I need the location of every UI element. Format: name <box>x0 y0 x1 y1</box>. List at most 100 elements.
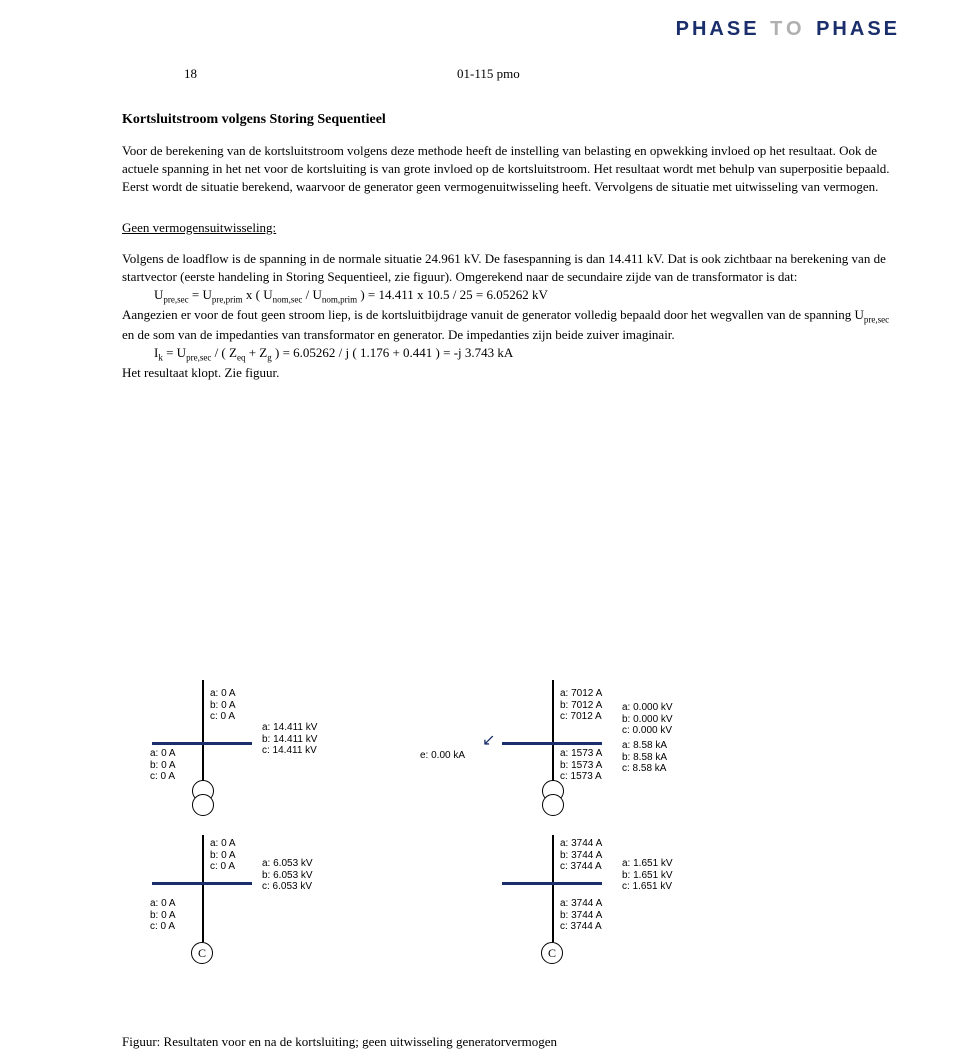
lbl-right-bot-i1: a: 3744 A b: 3744 A c: 3744 A <box>560 838 602 873</box>
lbl-right-mid-i: a: 1573 A b: 1573 A c: 1573 A <box>560 748 602 783</box>
wire <box>202 835 204 882</box>
v: a: 3744 A <box>560 838 602 850</box>
equation-2: Ik = Upre,sec / ( Zeq + Zg ) = 6.05262 /… <box>154 344 900 364</box>
eq1-sub4: nom,prim <box>322 294 357 304</box>
v: a: 0.000 kV <box>622 702 673 714</box>
wire <box>552 680 554 742</box>
logo-to: TO <box>770 18 805 40</box>
lbl-right-bot-i2: a: 3744 A b: 3744 A c: 3744 A <box>560 898 602 933</box>
para-2b: Aangezien er voor de fout geen stroom li… <box>122 306 900 344</box>
eq2-e: ) = 6.05262 / j ( 1.176 + 0.441 ) = -j 3… <box>272 345 514 360</box>
eq1-sub3: nom,sec <box>273 294 303 304</box>
logo-p1: PHASE <box>676 18 760 40</box>
v: a: 8.58 kA <box>622 740 667 752</box>
transformer-icon <box>542 794 564 816</box>
v: c: 0 A <box>210 711 236 723</box>
v: b: 1.651 kV <box>622 870 673 882</box>
v: a: 1573 A <box>560 748 602 760</box>
logo: PHASE TO PHASE <box>676 18 900 41</box>
eq2-c: / ( Z <box>211 345 237 360</box>
lbl-right-top-v: a: 0.000 kV b: 0.000 kV c: 0.000 kV <box>622 702 673 737</box>
v: b: 0.000 kV <box>622 714 673 726</box>
v: b: 0 A <box>150 910 176 922</box>
v: c: 0 A <box>210 861 236 873</box>
header-line: 18 01-115 pmo <box>122 66 900 82</box>
v: a: 0 A <box>210 838 236 850</box>
wire <box>202 885 204 942</box>
wire <box>202 680 204 742</box>
v: c: 14.411 kV <box>262 745 317 757</box>
v: c: 3744 A <box>560 921 602 933</box>
lbl-fault: e: 0.00 kA <box>420 750 465 762</box>
v: a: 7012 A <box>560 688 602 700</box>
para-2a: Volgens de loadflow is de spanning in de… <box>122 251 886 284</box>
v: a: 6.053 kV <box>262 858 313 870</box>
lbl-right-top-ka: a: 8.58 kA b: 8.58 kA c: 8.58 kA <box>622 740 667 775</box>
v: b: 8.58 kA <box>622 752 667 764</box>
eq1-rhs: ) = 14.411 x 10.5 / 25 = 6.05262 kV <box>357 287 548 302</box>
eq1-m2: x ( U <box>243 287 273 302</box>
subheading: Geen vermogensuitwisseling: <box>122 220 900 236</box>
lbl-left-mid-i: a: 0 A b: 0 A c: 0 A <box>150 748 176 783</box>
generator-icon: C <box>191 942 213 964</box>
wire <box>552 885 554 942</box>
eq2-d: + Z <box>245 345 267 360</box>
page-number: 18 <box>184 66 197 82</box>
generator-icon: C <box>541 942 563 964</box>
figure-caption: Figuur: Resultaten voor en na de kortslu… <box>122 1034 557 1050</box>
v: c: 0.000 kV <box>622 725 673 737</box>
lbl-left-bot-i1: a: 0 A b: 0 A c: 0 A <box>210 838 236 873</box>
v: b: 6.053 kV <box>262 870 313 882</box>
v: a: 0 A <box>150 748 176 760</box>
fault-arrow-icon: ↙ <box>482 732 495 750</box>
diagram: C a: 0 A b: 0 A c: 0 A a: 0 A b: 0 A c: … <box>122 680 862 990</box>
eq2-b: = U <box>163 345 186 360</box>
eq1-lhs: U <box>154 287 163 302</box>
v: c: 0 A <box>150 921 176 933</box>
v: c: 3744 A <box>560 861 602 873</box>
eq1-m3: / U <box>302 287 322 302</box>
para2b-a: Aangezien er voor de fout geen stroom li… <box>122 307 864 322</box>
lbl-left-bot-v: a: 6.053 kV b: 6.053 kV c: 6.053 kV <box>262 858 313 893</box>
v: c: 0 A <box>150 771 176 783</box>
para2b-sub: pre,sec <box>864 314 889 324</box>
wire <box>552 835 554 882</box>
eq1-sub1: pre,sec <box>163 294 188 304</box>
equation-1: Upre,sec = Upre,prim x ( Unom,sec / Unom… <box>154 286 900 306</box>
v: b: 14.411 kV <box>262 734 317 746</box>
v: a: 0 A <box>210 688 236 700</box>
para-intro: Voor de berekening van de kortsluitstroo… <box>122 142 900 196</box>
para-2c: Het resultaat klopt. Zie figuur. <box>122 364 900 382</box>
eq1-m1: = U <box>189 287 212 302</box>
lbl-left-bot-i2: a: 0 A b: 0 A c: 0 A <box>150 898 176 933</box>
v: b: 3744 A <box>560 850 602 862</box>
lbl-left-top-v: a: 14.411 kV b: 14.411 kV c: 14.411 kV <box>262 722 317 757</box>
v: b: 1573 A <box>560 760 602 772</box>
v: c: 1.651 kV <box>622 881 673 893</box>
v: b: 0 A <box>210 850 236 862</box>
eq2-s2: pre,sec <box>186 352 211 362</box>
v: a: 3744 A <box>560 898 602 910</box>
v: a: 1.651 kV <box>622 858 673 870</box>
v: c: 7012 A <box>560 711 602 723</box>
v: b: 3744 A <box>560 910 602 922</box>
eq1-sub2: pre,prim <box>212 294 243 304</box>
v: c: 8.58 kA <box>622 763 667 775</box>
v: c: 6.053 kV <box>262 881 313 893</box>
v: b: 0 A <box>210 700 236 712</box>
v: a: 0 A <box>150 898 176 910</box>
v: a: 14.411 kV <box>262 722 317 734</box>
lbl-right-top-i: a: 7012 A b: 7012 A c: 7012 A <box>560 688 602 723</box>
wire <box>552 745 554 782</box>
para-2: Volgens de loadflow is de spanning in de… <box>122 250 900 286</box>
v: b: 7012 A <box>560 700 602 712</box>
para2b-b: en de som van de impedanties van transfo… <box>122 327 675 342</box>
section-title: Kortsluitstroom volgens Storing Sequenti… <box>122 112 900 128</box>
doc-number: 01-115 pmo <box>457 66 520 82</box>
logo-p2: PHASE <box>816 18 900 40</box>
v: b: 0 A <box>150 760 176 772</box>
lbl-right-bot-v: a: 1.651 kV b: 1.651 kV c: 1.651 kV <box>622 858 673 893</box>
wire <box>202 745 204 782</box>
v: c: 1573 A <box>560 771 602 783</box>
transformer-icon <box>192 794 214 816</box>
